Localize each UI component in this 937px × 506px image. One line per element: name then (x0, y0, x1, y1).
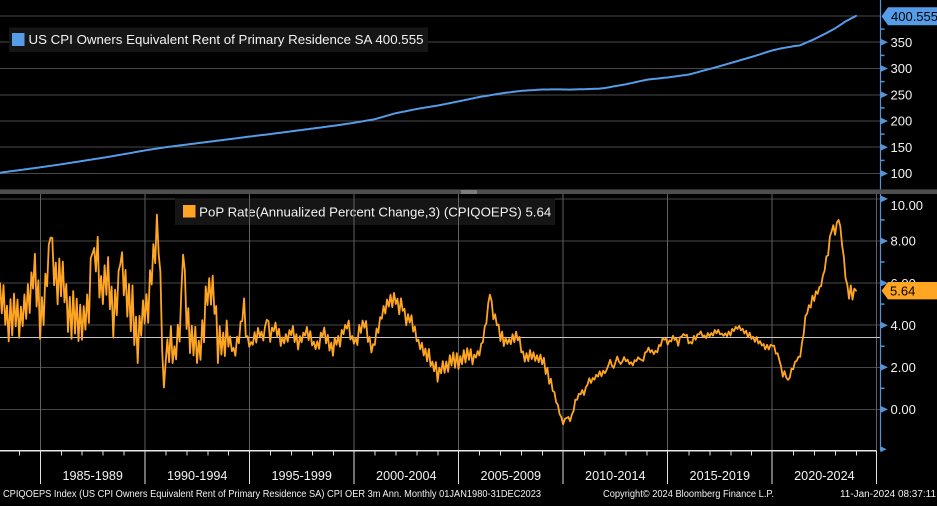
svg-text:100: 100 (891, 166, 913, 181)
svg-text:US CPI Owners Equivalent Rent: US CPI Owners Equivalent Rent of Primary… (29, 32, 424, 47)
svg-text:CPIQOEPS Index (US CPI Owners: CPIQOEPS Index (US CPI Owners Equivalent… (3, 489, 541, 500)
svg-text:400.555: 400.555 (891, 9, 937, 24)
svg-text:2.00: 2.00 (891, 360, 916, 375)
svg-text:350: 350 (891, 35, 913, 50)
svg-text:2010-2014: 2010-2014 (585, 468, 646, 483)
svg-text:1985-1989: 1985-1989 (62, 468, 123, 483)
svg-text:1990-1994: 1990-1994 (167, 468, 228, 483)
svg-text:200: 200 (891, 114, 913, 129)
svg-text:2000-2004: 2000-2004 (376, 468, 437, 483)
svg-text:Copyright© 2024 Bloomberg Fina: Copyright© 2024 Bloomberg Finance L.P. (603, 489, 774, 500)
svg-text:250: 250 (891, 88, 913, 103)
svg-text:150: 150 (891, 140, 913, 155)
svg-text:2015-2019: 2015-2019 (690, 468, 751, 483)
svg-text:300: 300 (891, 61, 913, 76)
svg-text:11-Jan-2024 08:37:11: 11-Jan-2024 08:37:11 (840, 489, 936, 500)
svg-text:2005-2009: 2005-2009 (481, 468, 542, 483)
svg-text:1995-1999: 1995-1999 (271, 468, 332, 483)
svg-text:2020-2024: 2020-2024 (794, 468, 855, 483)
svg-text:5.64: 5.64 (890, 283, 915, 298)
svg-text:8.00: 8.00 (891, 234, 916, 249)
svg-text:10.00: 10.00 (891, 198, 924, 213)
svg-text:4.00: 4.00 (891, 318, 916, 333)
svg-text:0.00: 0.00 (891, 402, 916, 417)
svg-text:PoP Rate(Annualized Percent Ch: PoP Rate(Annualized Percent Change,3) (C… (199, 205, 551, 220)
